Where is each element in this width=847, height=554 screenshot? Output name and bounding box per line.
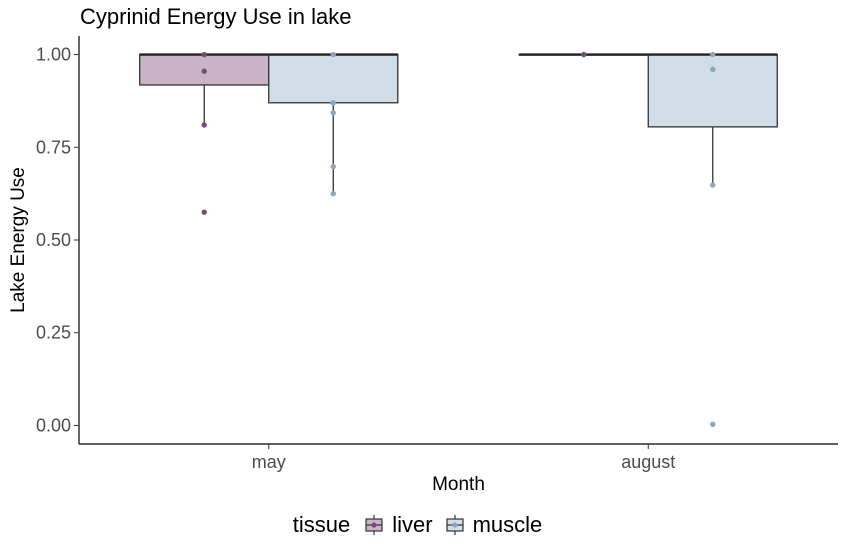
data-point-liver	[581, 51, 587, 58]
data-point-liver	[201, 68, 207, 74]
data-point-muscle	[710, 182, 716, 188]
data-point-muscle	[330, 51, 336, 58]
chart-title: Cyprinid Energy Use in lake	[80, 4, 352, 29]
data-point-muscle	[330, 100, 336, 106]
y-tick-label: 0.75	[36, 137, 71, 157]
y-tick-label: 0.50	[36, 230, 71, 250]
legend-title: tissue	[292, 512, 351, 537]
legend-label-liver: liver	[392, 512, 433, 537]
legend-label-muscle: muscle	[472, 512, 543, 537]
data-point-muscle	[330, 163, 336, 170]
x-tick-label: august	[621, 452, 675, 472]
y-axis-title: Lake Energy Use	[8, 167, 29, 313]
box-muscle-may	[268, 53, 399, 104]
data-point-liver	[201, 209, 207, 215]
data-point-muscle	[710, 66, 716, 73]
data-point-muscle	[710, 51, 716, 58]
data-point-muscle	[710, 421, 716, 428]
y-tick-label: 0.25	[36, 323, 71, 343]
x-axis-title: Month	[432, 474, 485, 495]
legend-key-liver	[365, 515, 383, 535]
legend-key-muscle	[445, 515, 464, 535]
data-point-liver	[201, 122, 207, 128]
y-tick-label: 0.00	[36, 415, 71, 435]
data-point-muscle	[330, 110, 336, 116]
data-point-muscle	[330, 190, 336, 197]
data-point-liver	[201, 51, 207, 58]
x-tick-label: may	[252, 452, 286, 472]
legend: tissue liver muscle	[0, 512, 847, 538]
y-tick-label: 1.00	[36, 45, 71, 65]
box-muscle-august	[647, 53, 778, 128]
